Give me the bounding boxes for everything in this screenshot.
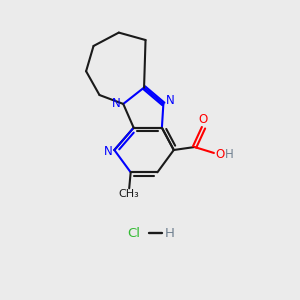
Text: O: O — [216, 148, 225, 161]
Text: N: N — [103, 145, 112, 158]
Text: N: N — [112, 98, 121, 110]
Text: O: O — [199, 113, 208, 126]
Text: Cl: Cl — [127, 227, 140, 240]
Text: H: H — [164, 227, 174, 240]
Text: CH₃: CH₃ — [119, 189, 140, 199]
Text: H: H — [224, 148, 233, 161]
Text: N: N — [166, 94, 174, 107]
